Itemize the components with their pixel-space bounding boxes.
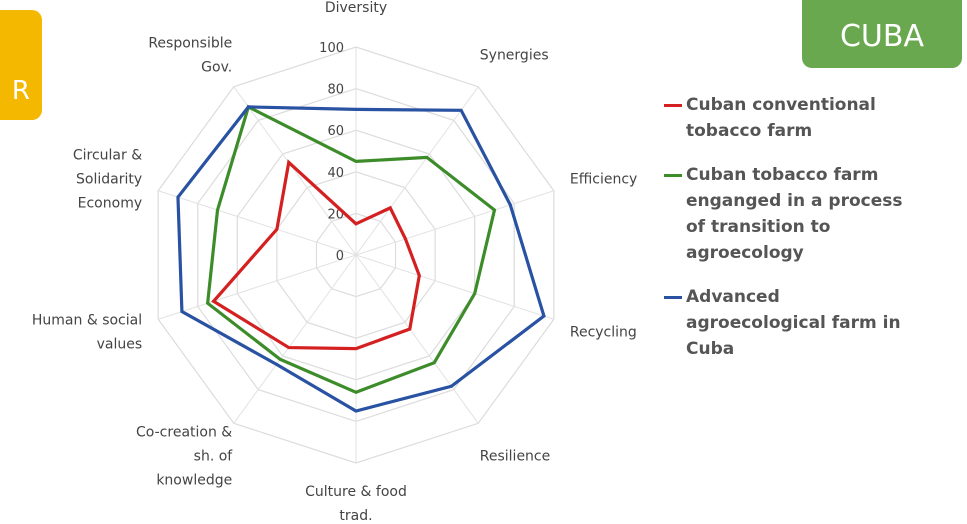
left-badge: R	[0, 10, 42, 120]
axis-label: Recycling	[570, 325, 637, 341]
axis-label: Circular & Solidarity Economy	[73, 147, 142, 211]
grid-spoke	[158, 254, 357, 320]
legend-label: Cuban tobacco farm enganged in a process…	[686, 165, 903, 263]
grid-spoke	[158, 190, 357, 256]
grid-spoke	[355, 86, 479, 256]
tick-label: 40	[327, 166, 344, 181]
axis-label: Resilience	[480, 449, 550, 465]
grid-spoke	[355, 190, 554, 256]
grid-spoke	[355, 254, 554, 320]
series-line-1	[211, 159, 421, 351]
legend-swatch	[664, 174, 682, 177]
left-badge-text: R	[11, 76, 30, 106]
tick-label: 0	[336, 249, 344, 264]
legend-swatch	[664, 104, 682, 107]
axis-label: Culture & food trad.	[305, 484, 407, 524]
legend-item: Cuban conventional tobacco farm	[660, 92, 960, 144]
axis-label: Diversity	[325, 0, 387, 16]
tick-label: 80	[327, 83, 344, 98]
series-line-3	[176, 105, 546, 413]
axis-label: Responsible Gov.	[148, 35, 232, 75]
country-badge: CUBA	[802, 0, 962, 68]
legend-label: Advanced agroecological farm in Cuba	[686, 287, 901, 359]
axis-label: Human & social values	[32, 313, 142, 353]
grid-spoke	[233, 254, 357, 424]
legend-item: Advanced agroecological farm in Cuba	[660, 284, 960, 362]
tick-label: 60	[327, 124, 344, 139]
series-line-2	[205, 104, 497, 395]
legend-swatch	[664, 296, 682, 299]
legend-label: Cuban conventional tobacco farm	[686, 95, 876, 141]
country-badge-text: CUBA	[839, 18, 924, 54]
grid-spoke	[233, 86, 357, 256]
axis-label: Efficiency	[570, 171, 637, 187]
tick-label: 100	[319, 41, 344, 56]
chart-legend: Cuban conventional tobacco farm Cuban tob…	[660, 92, 960, 380]
grid-spoke	[355, 254, 479, 424]
axis-label: Synergies	[480, 47, 549, 63]
legend-item: Cuban tobacco farm enganged in a process…	[660, 162, 960, 266]
axis-label: Co-creation & sh. of knowledge	[136, 425, 233, 489]
